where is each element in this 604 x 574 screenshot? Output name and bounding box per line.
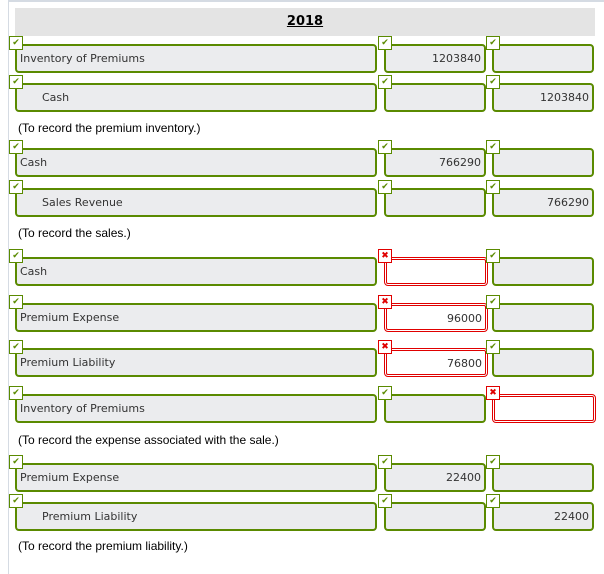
debit-field[interactable]	[384, 257, 488, 286]
correct-check-icon: ✔	[378, 36, 392, 50]
correct-check-icon: ✔	[486, 75, 500, 89]
correct-check-icon: ✔	[378, 140, 392, 154]
journal-frame	[8, 0, 604, 574]
credit-field[interactable]	[492, 257, 594, 286]
entry-note: (To record the sales.)	[18, 226, 131, 240]
credit-field[interactable]: 766290	[492, 188, 594, 217]
correct-check-icon: ✔	[378, 75, 392, 89]
incorrect-x-icon: ✖	[378, 249, 392, 263]
correct-check-icon: ✔	[486, 180, 500, 194]
entry-note: (To record the expense associated with t…	[18, 433, 279, 447]
incorrect-x-icon: ✖	[378, 340, 392, 354]
incorrect-x-icon: ✖	[486, 386, 500, 400]
correct-check-icon: ✔	[486, 140, 500, 154]
correct-check-icon: ✔	[9, 75, 23, 89]
correct-check-icon: ✔	[9, 494, 23, 508]
correct-check-icon: ✔	[486, 494, 500, 508]
debit-field[interactable]	[384, 83, 486, 112]
account-field[interactable]: Cash	[15, 148, 377, 177]
debit-field[interactable]: 766290	[384, 148, 486, 177]
correct-check-icon: ✔	[378, 494, 392, 508]
correct-check-icon: ✔	[486, 249, 500, 263]
credit-field[interactable]	[492, 394, 596, 423]
correct-check-icon: ✔	[486, 455, 500, 469]
correct-check-icon: ✔	[9, 249, 23, 263]
entry-note: (To record the premium inventory.)	[18, 121, 201, 135]
account-field[interactable]: Premium Liability	[15, 348, 377, 377]
account-field[interactable]: Inventory of Premiums	[15, 44, 377, 73]
credit-field[interactable]	[492, 44, 594, 73]
correct-check-icon: ✔	[9, 36, 23, 50]
correct-check-icon: ✔	[9, 140, 23, 154]
debit-field[interactable]	[384, 502, 486, 531]
account-field[interactable]: Premium Expense	[15, 303, 377, 332]
account-field[interactable]: Cash	[15, 257, 377, 286]
account-field[interactable]: Premium Liability	[15, 502, 377, 531]
correct-check-icon: ✔	[9, 180, 23, 194]
debit-field[interactable]: 1203840	[384, 44, 486, 73]
correct-check-icon: ✔	[486, 295, 500, 309]
account-field[interactable]: Cash	[15, 83, 377, 112]
credit-field[interactable]: 22400	[492, 502, 594, 531]
credit-field[interactable]: 1203840	[492, 83, 594, 112]
credit-field[interactable]	[492, 303, 594, 332]
debit-field[interactable]: 22400	[384, 463, 486, 492]
debit-field[interactable]: 76800	[384, 348, 488, 377]
correct-check-icon: ✔	[9, 386, 23, 400]
entry-note: (To record the premium liability.)	[18, 539, 188, 553]
debit-field[interactable]: 96000	[384, 303, 488, 332]
correct-check-icon: ✔	[9, 295, 23, 309]
account-field[interactable]: Inventory of Premiums	[15, 394, 377, 423]
account-field[interactable]: Sales Revenue	[15, 188, 377, 217]
correct-check-icon: ✔	[378, 455, 392, 469]
debit-field[interactable]	[384, 394, 486, 423]
correct-check-icon: ✔	[486, 340, 500, 354]
credit-field[interactable]	[492, 148, 594, 177]
credit-field[interactable]	[492, 348, 594, 377]
year-header: 2018	[15, 8, 595, 36]
debit-field[interactable]	[384, 188, 486, 217]
incorrect-x-icon: ✖	[378, 295, 392, 309]
correct-check-icon: ✔	[378, 386, 392, 400]
credit-field[interactable]	[492, 463, 594, 492]
correct-check-icon: ✔	[9, 340, 23, 354]
correct-check-icon: ✔	[9, 455, 23, 469]
correct-check-icon: ✔	[486, 36, 500, 50]
correct-check-icon: ✔	[378, 180, 392, 194]
account-field[interactable]: Premium Expense	[15, 463, 377, 492]
